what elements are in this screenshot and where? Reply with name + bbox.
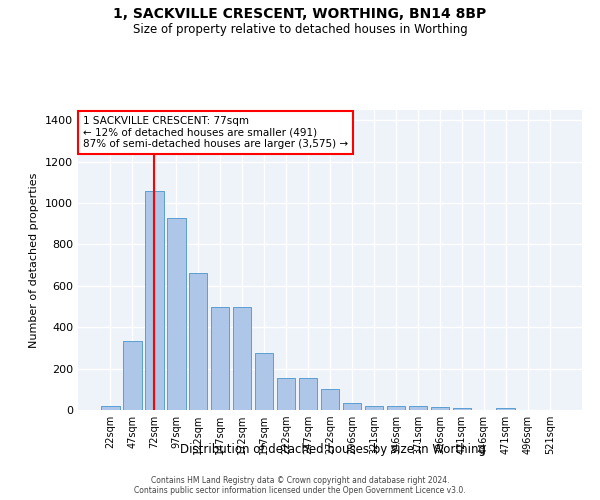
Bar: [277, 378, 295, 410]
Bar: [496, 408, 515, 410]
Bar: [255, 353, 274, 410]
Bar: [167, 218, 185, 410]
Bar: [409, 406, 427, 410]
Bar: [189, 274, 208, 410]
Text: Size of property relative to detached houses in Worthing: Size of property relative to detached ho…: [133, 22, 467, 36]
Bar: [365, 406, 383, 410]
Bar: [452, 408, 471, 410]
Text: Contains HM Land Registry data © Crown copyright and database right 2024.
Contai: Contains HM Land Registry data © Crown c…: [134, 476, 466, 495]
Bar: [299, 378, 317, 410]
Bar: [145, 190, 164, 410]
Text: 1, SACKVILLE CRESCENT, WORTHING, BN14 8BP: 1, SACKVILLE CRESCENT, WORTHING, BN14 8B…: [113, 8, 487, 22]
Bar: [123, 340, 142, 410]
Bar: [386, 406, 405, 410]
Bar: [211, 306, 229, 410]
Y-axis label: Number of detached properties: Number of detached properties: [29, 172, 40, 348]
Bar: [343, 403, 361, 410]
Bar: [431, 407, 449, 410]
Bar: [320, 390, 340, 410]
Bar: [101, 406, 119, 410]
Bar: [233, 306, 251, 410]
Text: Distribution of detached houses by size in Worthing: Distribution of detached houses by size …: [180, 442, 486, 456]
Text: 1 SACKVILLE CRESCENT: 77sqm
← 12% of detached houses are smaller (491)
87% of se: 1 SACKVILLE CRESCENT: 77sqm ← 12% of det…: [83, 116, 348, 149]
